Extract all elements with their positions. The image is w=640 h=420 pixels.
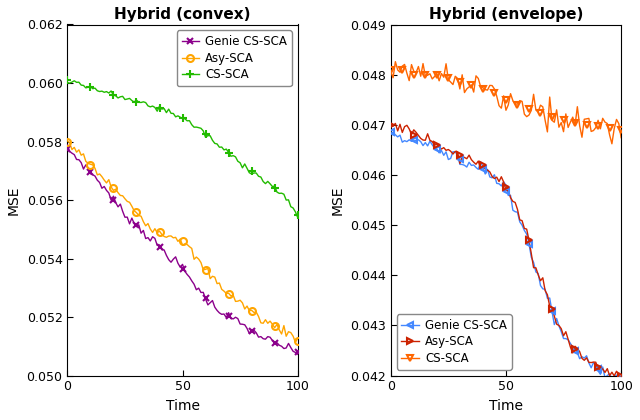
X-axis label: Time: Time bbox=[166, 399, 200, 413]
Y-axis label: MSE: MSE bbox=[7, 185, 21, 215]
Legend: Genie CS-SCA, Asy-SCA, CS-SCA: Genie CS-SCA, Asy-SCA, CS-SCA bbox=[397, 314, 511, 370]
Y-axis label: MSE: MSE bbox=[330, 185, 344, 215]
Legend: Genie CS-SCA, Asy-SCA, CS-SCA: Genie CS-SCA, Asy-SCA, CS-SCA bbox=[177, 30, 292, 86]
Title: Hybrid (envelope): Hybrid (envelope) bbox=[429, 7, 583, 22]
Title: Hybrid (convex): Hybrid (convex) bbox=[115, 7, 251, 22]
X-axis label: Time: Time bbox=[489, 399, 523, 413]
